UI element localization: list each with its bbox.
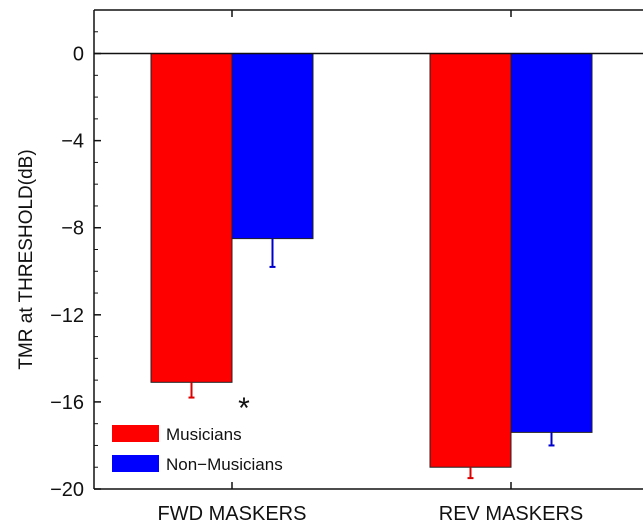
bar-musicians-rev bbox=[429, 53, 512, 468]
legend-item-non-musicians-swatch bbox=[112, 455, 159, 472]
legend-item-non-musicians-label: Non−Musicians bbox=[166, 455, 283, 474]
y-tick-label: −8 bbox=[61, 218, 84, 240]
y-tick-label: −20 bbox=[50, 479, 84, 501]
error-bars-layer bbox=[188, 238, 555, 480]
labels-layer: 0 −4 −8 −12 −16 −20 FWD MASKERS REV MASKERS TMR … bbox=[16, 44, 583, 525]
y-tick-label: −12 bbox=[50, 305, 84, 327]
legend-item-musicians-label: Musicians bbox=[166, 425, 242, 444]
y-tick-label: 0 bbox=[73, 44, 84, 66]
bar-musicians-fwd bbox=[150, 53, 233, 383]
y-axis-label: TMR at THRESHOLD(dB) bbox=[16, 149, 37, 369]
x-category-label: FWD MASKERS bbox=[158, 503, 307, 525]
bar-non-musicians-fwd bbox=[231, 53, 314, 240]
x-category-label: REV MASKERS bbox=[439, 503, 583, 525]
legend: Musicians Non−Musicians bbox=[112, 425, 283, 474]
y-tick-label: −4 bbox=[61, 131, 84, 153]
y-tick-label: −16 bbox=[50, 392, 84, 414]
legend-item-musicians-swatch bbox=[112, 425, 159, 442]
bars-layer bbox=[150, 53, 593, 468]
axes-layer bbox=[93, 9, 643, 490]
significance-asterisk: * bbox=[238, 392, 250, 425]
bar-non-musicians-rev bbox=[510, 53, 593, 433]
